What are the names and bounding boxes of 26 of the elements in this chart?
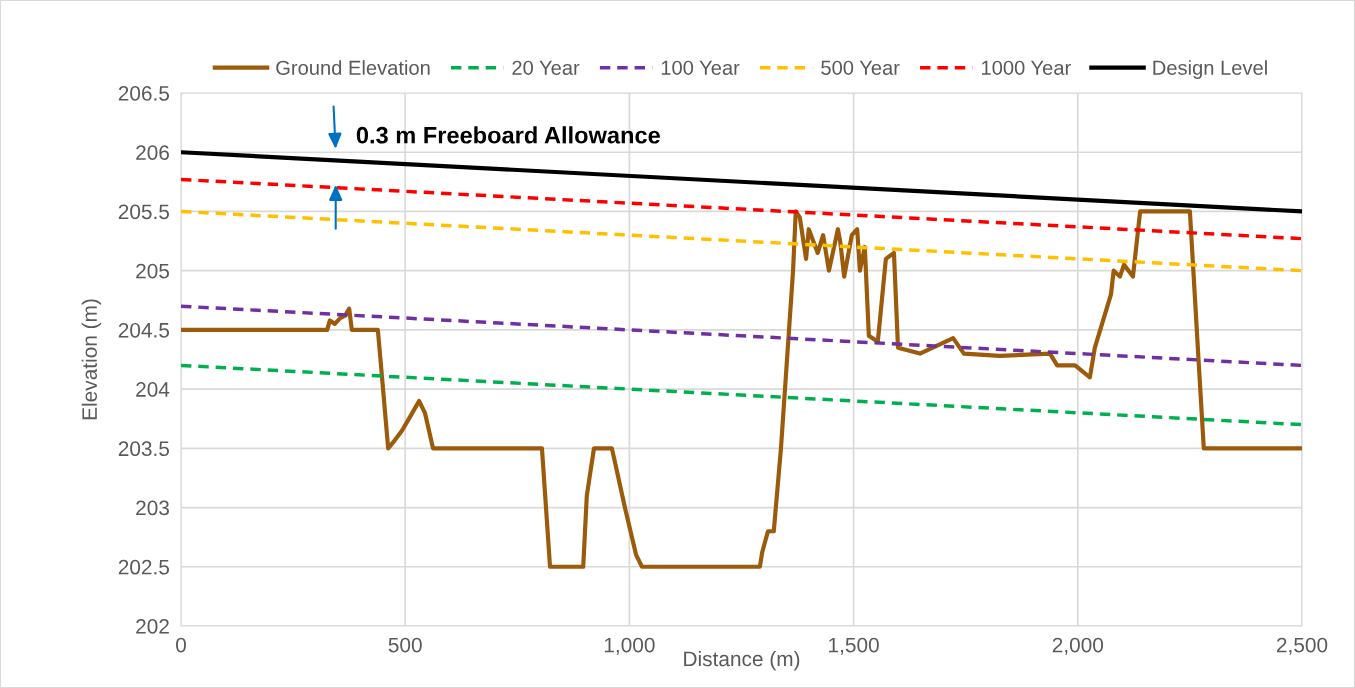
x-tick-label: 1,500: [829, 637, 879, 655]
x-tick-label: 2,500: [1276, 637, 1328, 655]
y-tick-label: 206.5: [118, 86, 170, 101]
line-series: [181, 209, 1302, 569]
y-axis-title: Elevation (m): [81, 299, 102, 420]
x-tick-label: 1,000: [604, 637, 655, 655]
x-tick-label: 2,000: [1052, 637, 1104, 655]
y-tick-label: 203: [136, 500, 169, 516]
y-tick-label: 202.5: [118, 559, 170, 575]
y-tick-label: 205: [136, 263, 170, 279]
x-axis-title: Distance (m): [684, 650, 800, 671]
y-tick-label: 204.5: [118, 322, 170, 338]
legend-label: 20 Year: [512, 60, 580, 75]
x-tick-label: 500: [388, 637, 422, 653]
y-tick-label: 206: [136, 145, 169, 160]
legend-label: 500 Year: [821, 60, 900, 75]
annotation: 0.3 m Freeboard Allowance: [356, 126, 660, 144]
y-tick-label: 205.5: [118, 204, 170, 220]
y-tick-label: 203.5: [118, 441, 170, 457]
y-tick-label: 202: [136, 619, 169, 634]
y-tick-label: 204: [136, 382, 170, 397]
legend-label: 100 Year: [661, 60, 740, 75]
legend-label: Ground Elevation: [276, 60, 430, 75]
legend-label: 1000 Year: [982, 60, 1071, 75]
legend-label: Design Level: [1153, 60, 1267, 79]
x-tick-label: 0: [176, 637, 186, 653]
